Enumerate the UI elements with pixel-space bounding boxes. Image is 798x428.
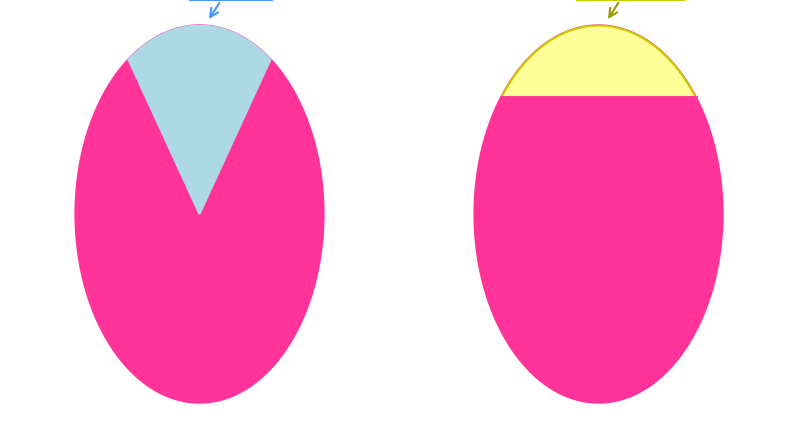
Text: Sector: Sector [197,0,266,17]
Polygon shape [501,26,696,97]
Polygon shape [475,26,722,402]
Polygon shape [76,26,323,402]
Text: Segment: Segment [583,0,678,17]
Polygon shape [128,26,271,214]
